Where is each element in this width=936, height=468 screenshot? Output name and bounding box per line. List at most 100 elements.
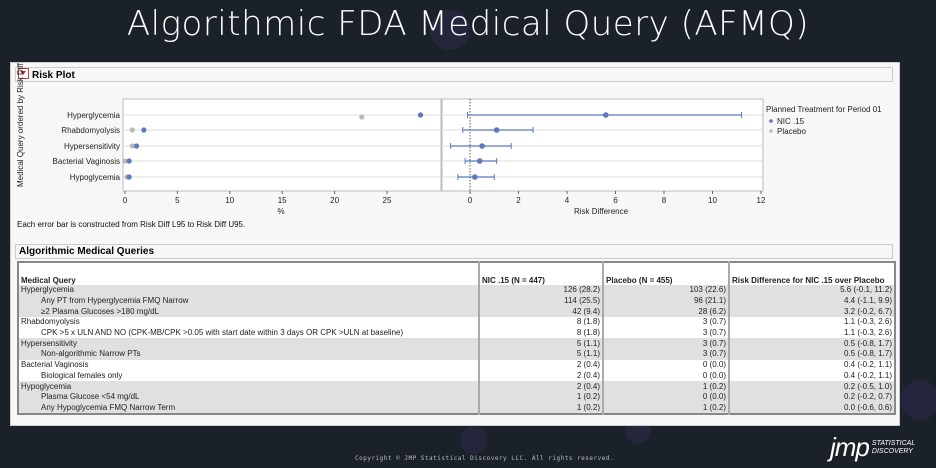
cell-nic: 1 (0.2) <box>478 391 603 403</box>
cell-risk-difference: 0.2 (-0.5, 1.0) <box>728 381 895 392</box>
table-row: CPK >5 x ULN AND NO (CPK-MB/CPK >0.05 wi… <box>18 327 895 339</box>
col-nic[interactable]: NIC .15 (N = 447) <box>478 262 603 285</box>
point-placebo <box>129 127 135 133</box>
cell-risk-difference: 4.4 (-1.1, 9.9) <box>728 295 895 307</box>
table-row: Hypoglycemia 2 (0.4) 1 (0.2) 0.2 (-0.5, 1.0… <box>18 381 895 392</box>
risk-difference-point <box>493 127 500 133</box>
risk-difference-point <box>479 143 485 149</box>
cell-nic: 5 (1.1) <box>478 349 603 360</box>
cell-medical-query: Any PT from Hyperglycemia FMQ Narrow <box>18 295 479 307</box>
slide-title: Algorithmic FDA Medical Query (AFMQ) <box>126 4 810 44</box>
jmp-logo: jmp STATISTICAL DISCOVERY <box>830 432 915 463</box>
cell-risk-difference: 0.5 (-0.8, 1.7) <box>728 349 895 360</box>
cell-risk-difference: 0.0 (-0.6, 0.6) <box>728 402 895 415</box>
cell-risk-difference: 0.4 (-0.2, 1.1) <box>728 370 895 382</box>
legend-title: Planned Treatment for Period 01 <box>766 105 882 114</box>
copyright-text: Copyright © JMP Statistical Discovery LL… <box>355 455 615 462</box>
legend-marker <box>769 129 773 133</box>
cell-nic: 126 (28.2) <box>478 285 603 296</box>
risk-difference-point <box>476 158 483 164</box>
cell-placebo: 0 (0.0) <box>602 359 729 371</box>
legend-entry: NIC .15 <box>777 117 805 126</box>
left-plot-frame <box>122 98 442 192</box>
cell-risk-difference: 3.2 (-0.2, 6.7) <box>728 306 895 318</box>
cell-placebo: 1 (0.2) <box>602 381 729 392</box>
cell-medical-query: Bacterial Vaginosis <box>21 360 89 370</box>
table-row: Bacterial Vaginosis 2 (0.4) 0 (0.0) 0.4 (-0… <box>18 359 895 371</box>
cell-nic: 114 (25.5) <box>478 295 603 307</box>
x-tick-label: 2 <box>516 196 521 205</box>
point-nic15 <box>141 127 147 133</box>
x-axis-title: % <box>277 207 284 216</box>
cell-medical-query: Biological females only <box>41 370 123 380</box>
table-row: Rhabdomyolysis 8 (1.8) 3 (0.7) 1.1 (-0.3, 2… <box>18 317 895 328</box>
table-row: Any PT from Hyperglycemia FMQ Narrow 114 … <box>18 295 895 307</box>
table-row: Any Hypoglycemia FMQ Narrow Term 1 (0.2) 1… <box>18 402 895 415</box>
cell-placebo: 96 (21.1) <box>602 295 729 307</box>
cell-placebo: 3 (0.7) <box>602 317 729 328</box>
x-tick-label: 0 <box>468 196 473 205</box>
jmp-logo-mark: jmp <box>830 432 870 462</box>
risk-plot-chart: Medical Query ordered by Risk Difference… <box>16 63 882 216</box>
y-tick-label: Hypersensitivity <box>64 142 120 151</box>
logo-tagline: DISCOVERY <box>871 447 913 455</box>
cell-risk-difference: 0.4 (-0.2, 1.1) <box>728 359 895 371</box>
point-nic15 <box>126 158 132 164</box>
disclosure-triangle-icon[interactable] <box>18 68 29 79</box>
cell-medical-query: ≥2 Plasma Glucoses >180 mg/dL <box>18 306 479 318</box>
cell-medical-query: Hyperglycemia <box>18 285 479 296</box>
cell-medical-query: Any Hypoglycemia FMQ Narrow Term <box>18 402 479 415</box>
background-bubble <box>900 380 936 420</box>
risk-difference-point <box>472 174 478 180</box>
point-placebo <box>129 143 135 149</box>
cell-medical-query: Hypersensitivity <box>18 338 479 350</box>
right-plot-frame <box>441 98 764 192</box>
col-risk-difference[interactable]: Risk Difference for NIC .15 over Placebo <box>728 262 895 285</box>
y-tick-label: Bacterial Vaginosis <box>53 157 120 166</box>
y-axis-title: Medical Query ordered by Risk Difference… <box>16 63 25 187</box>
cell-risk-difference: 0.2 (-0.2, 0.7) <box>728 391 895 403</box>
risk-plot-title: Risk Plot <box>32 70 75 81</box>
cell-risk-difference: 1.1 (-0.3, 2.6) <box>728 317 895 328</box>
cell-risk-difference: 5.6 (-0.1, 11.2) <box>728 285 895 296</box>
logo-tagline: STATISTICAL <box>871 439 916 447</box>
table-row: Biological females only 2 (0.4) 0 (0.0) 0.4… <box>18 370 895 382</box>
cell-placebo: 28 (6.2) <box>602 306 729 318</box>
cell-medical-query: Hypoglycemia <box>18 381 479 392</box>
col-medical-query[interactable]: Medical Query <box>21 276 76 285</box>
background-bubble <box>460 426 488 454</box>
x-tick-label: 0 <box>123 196 128 205</box>
cell-placebo: 0 (0.0) <box>602 370 729 382</box>
risk-plot-outline-header[interactable]: Risk Plot <box>15 67 893 82</box>
risk-difference-point <box>603 112 609 118</box>
table-outline-header[interactable]: Algorithmic Medical Queries <box>15 244 893 259</box>
cell-placebo: 1 (0.2) <box>602 402 729 415</box>
cell-nic: 5 (1.1) <box>478 338 603 350</box>
cell-placebo: 3 (0.7) <box>602 338 729 350</box>
cell-placebo: 0 (0.0) <box>602 391 729 403</box>
y-tick-label: Hyperglycemia <box>67 111 120 120</box>
x-tick-label: 6 <box>613 196 618 205</box>
table-row: Non-algorithmic Narrow PTs 5 (1.1) 3 (0.7)… <box>18 349 895 360</box>
x-tick-label: 12 <box>757 196 766 205</box>
cell-medical-query: CPK >5 x ULN AND NO (CPK-MB/CPK >0.05 wi… <box>41 328 404 338</box>
x-tick-label: 10 <box>225 196 234 205</box>
medical-queries-table: Medical Query NIC .15 (N = 447) Placebo … <box>17 261 896 416</box>
cell-nic: 2 (0.4) <box>478 359 603 371</box>
y-tick-label: Rhabdomyolysis <box>61 126 120 135</box>
cell-nic: 2 (0.4) <box>478 381 603 392</box>
table-row: Hyperglycemia 126 (28.2) 103 (22.6) 5.6 (-0… <box>18 285 895 296</box>
cell-placebo: 3 (0.7) <box>602 349 729 360</box>
table-title: Algorithmic Medical Queries <box>19 246 155 257</box>
jmp-report-panel: Risk Plot Medical Query ordered by Risk … <box>10 62 900 426</box>
table-row: ≥2 Plasma Glucoses >180 mg/dL 42 (9.4) 28 … <box>18 306 895 318</box>
col-placebo[interactable]: Placebo (N = 455) <box>602 262 729 285</box>
cell-risk-difference: 1.1 (-0.3, 2.6) <box>728 327 895 339</box>
legend-marker <box>769 119 773 123</box>
cell-medical-query: Rhabdomyolysis <box>21 317 80 327</box>
table-header-row: Medical Query NIC .15 (N = 447) Placebo … <box>18 262 895 285</box>
cell-placebo: 103 (22.6) <box>602 285 729 296</box>
point-placebo <box>359 114 365 120</box>
cell-nic: 2 (0.4) <box>478 370 603 382</box>
cell-nic: 1 (0.2) <box>478 402 603 415</box>
